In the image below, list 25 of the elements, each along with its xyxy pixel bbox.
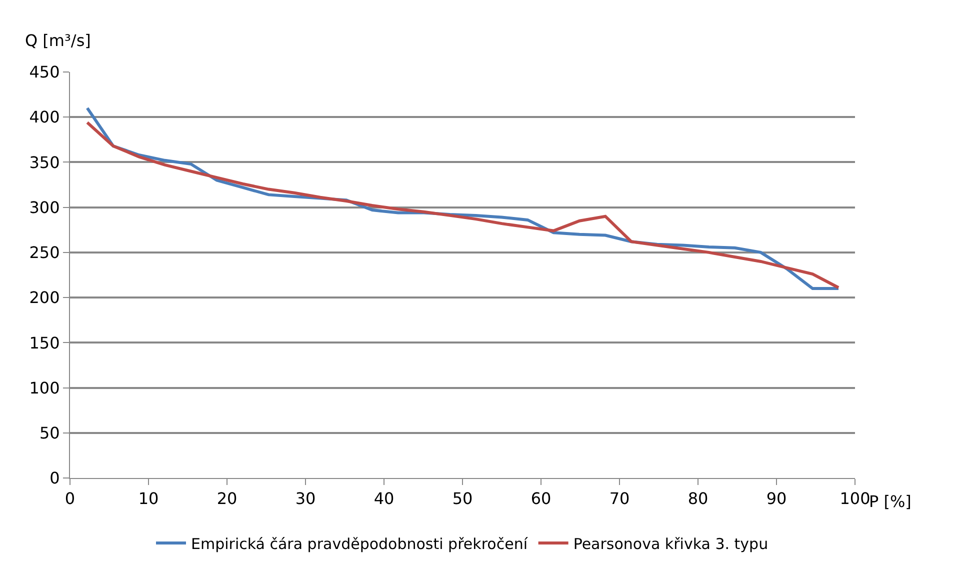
x-tick-label: 50 bbox=[452, 489, 473, 508]
x-tick-label: 30 bbox=[295, 489, 316, 508]
y-tick-label: 0 bbox=[50, 468, 60, 488]
x-tick-label: 40 bbox=[374, 489, 394, 508]
x-tick-label: 100 bbox=[840, 489, 870, 508]
y-tick-label: 400 bbox=[29, 108, 60, 127]
y-axis-title: Q [m³/s] bbox=[25, 31, 91, 50]
y-tick-label: 200 bbox=[29, 288, 60, 308]
y-tick-label: 50 bbox=[39, 423, 60, 442]
y-tick-label: 300 bbox=[29, 198, 60, 217]
y-tick-label: 350 bbox=[29, 152, 60, 172]
y-tick-label: 250 bbox=[29, 243, 60, 262]
x-tick-label: 60 bbox=[530, 489, 552, 508]
y-tick-label: 100 bbox=[29, 378, 60, 398]
x-tick-label: 80 bbox=[688, 489, 708, 508]
x-tick-label: 70 bbox=[609, 489, 630, 508]
x-axis-title: P [%] bbox=[869, 492, 912, 511]
legend-label: Pearsonova křivka 3. typu bbox=[573, 534, 768, 553]
x-tick-label: 0 bbox=[64, 489, 76, 508]
x-tick-label: 90 bbox=[766, 489, 787, 508]
y-tick-label: 450 bbox=[29, 62, 60, 82]
y-tick-label: 150 bbox=[29, 333, 60, 352]
x-tick-label: 10 bbox=[138, 489, 159, 508]
legend-label: Empirická čára pravděpodobnosti překročení bbox=[191, 534, 528, 553]
x-tick-label: 20 bbox=[216, 489, 238, 508]
